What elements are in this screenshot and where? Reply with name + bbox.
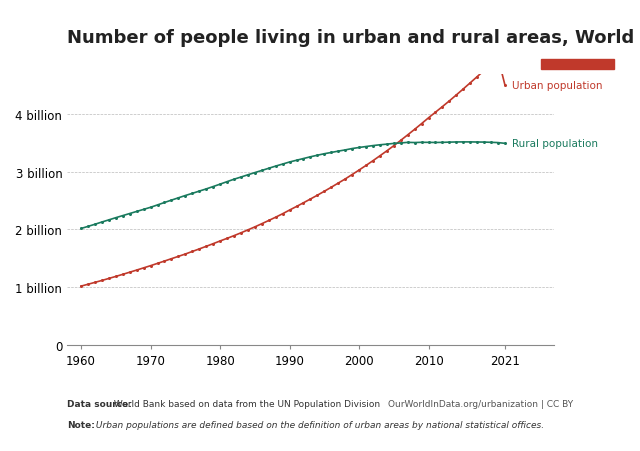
Text: Note:: Note: — [67, 420, 95, 429]
Text: in Data: in Data — [559, 44, 596, 53]
Text: Urban populations are defined based on the definition of urban areas by national: Urban populations are defined based on t… — [93, 420, 544, 429]
Text: Rural population: Rural population — [512, 139, 598, 149]
Text: OurWorldInData.org/urbanization | CC BY: OurWorldInData.org/urbanization | CC BY — [388, 399, 573, 408]
Text: Number of people living in urban and rural areas, World: Number of people living in urban and rur… — [67, 29, 634, 47]
Text: World Bank based on data from the UN Population Division: World Bank based on data from the UN Pop… — [111, 399, 380, 408]
Text: Our World: Our World — [552, 29, 604, 38]
Text: Data source:: Data source: — [67, 399, 132, 408]
Bar — [541, 60, 614, 70]
Text: Urban population: Urban population — [512, 81, 602, 91]
